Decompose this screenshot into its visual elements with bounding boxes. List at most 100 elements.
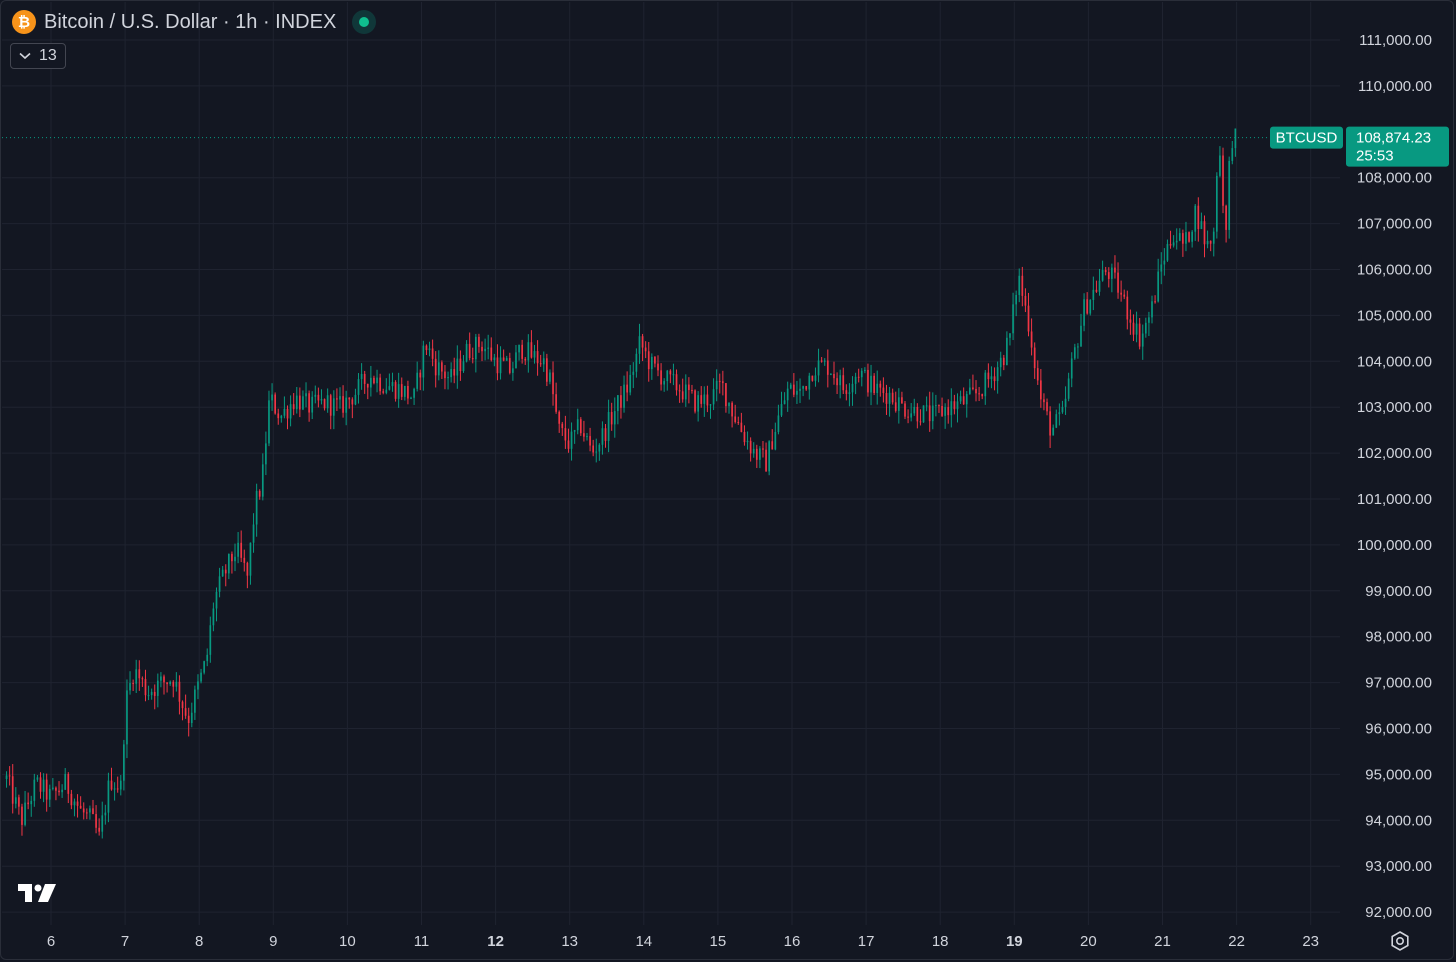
candle-body (1107, 272, 1110, 279)
candle-body (592, 445, 595, 453)
candle-body (1160, 264, 1163, 272)
candle-body (901, 397, 903, 404)
candle-body (854, 376, 857, 384)
candle-body (904, 403, 906, 417)
candle-body (644, 347, 647, 352)
candle-body (265, 443, 267, 465)
candle-body (107, 780, 110, 813)
candle-body (737, 422, 740, 424)
y-tick-label: 104,000.00 (1357, 353, 1432, 370)
candle-body (1092, 289, 1095, 300)
indicators-toggle-button[interactable]: 13 (10, 43, 66, 69)
candle-body (505, 358, 508, 361)
candle-body (1086, 299, 1089, 314)
candle-body (916, 406, 919, 422)
candle-body (919, 421, 922, 423)
candle-body (524, 358, 527, 361)
candle-body (567, 440, 570, 449)
indicator-count: 13 (39, 47, 57, 64)
candle-body (295, 395, 298, 410)
candle-body (660, 370, 662, 385)
candle-body (1209, 240, 1212, 244)
candle-body (305, 393, 307, 397)
candle-body (79, 805, 82, 809)
candle-body (820, 360, 823, 362)
candle-body (762, 448, 764, 450)
candle-body (734, 416, 737, 423)
candle-body (1083, 299, 1085, 326)
candle-body (11, 776, 14, 804)
candle-body (156, 680, 159, 696)
candle-body (1225, 205, 1227, 230)
candle-body (740, 422, 743, 432)
candle-body (981, 394, 984, 397)
candle-body (116, 788, 119, 790)
candle-body (508, 358, 511, 373)
candle-body (311, 396, 314, 413)
candle-body (598, 444, 601, 452)
x-tick-label: 7 (121, 933, 129, 950)
candle-body (1172, 242, 1175, 246)
y-tick-label: 100,000.00 (1357, 537, 1432, 554)
candle-body (839, 375, 842, 386)
candle-body (271, 394, 273, 401)
candle-body (1138, 323, 1141, 347)
symbol-legend[interactable]: ₿ Bitcoin / U.S. Dollar · 1h · INDEX (12, 10, 377, 34)
candle-body (1126, 296, 1129, 320)
candle-body (150, 691, 153, 696)
candle-body (385, 389, 388, 393)
candle-body (549, 372, 551, 382)
candle-body (462, 361, 465, 372)
candle-body (481, 346, 483, 352)
candle-body (39, 777, 42, 792)
y-tick-label: 97,000.00 (1365, 675, 1432, 692)
candle-body (836, 378, 838, 386)
settings-gear-icon[interactable] (1389, 930, 1411, 952)
symbol-tag-label: BTCUSD (1276, 130, 1338, 147)
candle-body (546, 358, 548, 382)
symbol-title[interactable]: Bitcoin / U.S. Dollar · 1h · INDEX (44, 10, 337, 33)
candle-body (589, 436, 591, 446)
candle-body (799, 388, 801, 391)
candle-body (1080, 325, 1082, 347)
candle-body (403, 385, 406, 397)
candle-body (1154, 301, 1156, 303)
candle-body (419, 372, 422, 378)
candle-body (283, 408, 286, 416)
tradingview-logo-icon[interactable] (18, 882, 58, 906)
candle-body (731, 402, 733, 417)
candle-body (672, 374, 675, 376)
x-tick-label: 10 (339, 933, 356, 950)
candle-body (749, 440, 752, 454)
candle-body (197, 681, 199, 690)
candle-body (391, 382, 394, 387)
candle-body (243, 557, 246, 563)
candle-body (1036, 368, 1039, 381)
candle-body (431, 348, 434, 359)
candle-body (42, 779, 45, 792)
candle-body (206, 654, 209, 662)
candle-body (363, 373, 366, 384)
candle-body (1070, 358, 1073, 379)
candle-body (1033, 347, 1036, 369)
candle-body (941, 405, 943, 416)
candle-body (1234, 128, 1237, 149)
candle-body (215, 591, 218, 609)
candle-body (1191, 231, 1193, 242)
candle-body (857, 376, 860, 378)
candle-body (1212, 231, 1215, 244)
candle-body (518, 344, 520, 353)
candle-body (715, 380, 718, 390)
candle-body (317, 394, 320, 401)
bar-countdown-label: 25:53 (1356, 148, 1394, 165)
candle-body (184, 708, 187, 716)
x-tick-label: 14 (635, 933, 652, 950)
symbol-tag (1270, 126, 1343, 149)
candle-body (586, 436, 588, 438)
candle-body (1006, 337, 1008, 366)
candle-body (555, 394, 557, 412)
candle-body (712, 389, 715, 405)
candle-body (953, 401, 956, 410)
candle-body (132, 683, 134, 685)
